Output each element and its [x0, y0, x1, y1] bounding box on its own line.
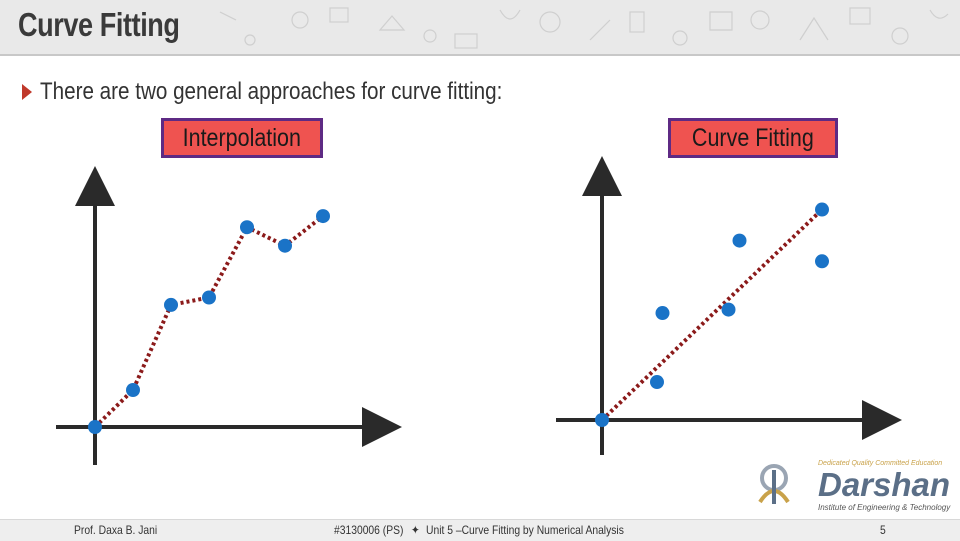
bullet-arrow-icon: [22, 84, 32, 100]
curve-fitting-data-point: [721, 302, 736, 317]
footer-course: #3130006 (PS): [334, 523, 404, 537]
logo-name: Darshan: [818, 466, 951, 503]
logo-emblem-icon: [758, 464, 790, 504]
fit-line: [600, 208, 824, 422]
interpolation-data-point: [240, 220, 254, 235]
interpolation-data-point: [126, 383, 140, 397]
curve-fitting-label: Curve Fitting: [668, 118, 838, 158]
curve-fitting-data-point: [732, 233, 747, 248]
footer-author: Prof. Daxa B. Jani: [74, 523, 158, 537]
page-title: Curve Fitting: [18, 6, 180, 43]
curve-fitting-data-point: [815, 202, 829, 217]
footer-separator-icon: ✦: [411, 523, 420, 537]
interpolation-data-point: [164, 297, 178, 312]
interpolation-diagram: [88, 209, 330, 434]
interpolation-label-text: Interpolation: [182, 123, 302, 152]
footer-unit: Unit 5 –Curve Fitting by Numerical Analy…: [426, 523, 624, 537]
bullet-text: There are two general approaches for cur…: [40, 78, 503, 105]
logo-motto: Dedicated Quality Committed Education: [818, 460, 943, 467]
curve-fitting-data-point: [655, 306, 670, 321]
curve-fitting-label-text: Curve Fitting: [692, 123, 814, 152]
interpolation-data-point: [202, 290, 216, 305]
curve-fitting-data-point: [815, 254, 829, 269]
footer: Prof. Daxa B. Jani #3130006 (PS) ✦ Unit …: [0, 519, 960, 541]
footer-page-number: 5: [880, 523, 886, 537]
curve-fitting-data-point: [595, 413, 609, 427]
bullet-item: There are two general approaches for cur…: [22, 78, 578, 106]
interpolation-data-point: [278, 238, 292, 253]
doodle-background: [219, 7, 949, 49]
curve-fitting-data-point: [650, 375, 664, 390]
logo-tagline: Institute of Engineering & Technology: [818, 503, 951, 512]
interpolation-data-point: [316, 209, 330, 224]
title-bar: Curve Fitting: [0, 0, 960, 56]
curve-fitting-diagram: [595, 202, 829, 427]
darshan-logo: Dedicated Quality Committed Education Da…: [752, 458, 957, 514]
interpolation-label: Interpolation: [161, 118, 323, 158]
interpolation-data-point: [88, 420, 102, 434]
